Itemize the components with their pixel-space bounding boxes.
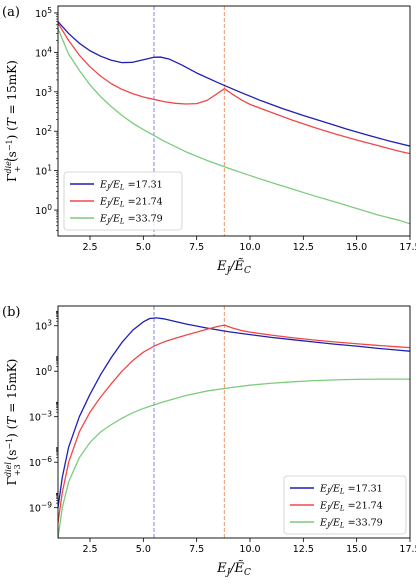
- x-tick-label: 7.5: [189, 242, 204, 253]
- panel-label: (b): [2, 305, 20, 320]
- panel-a: (a) 100 101 102 103 104 105 2.5 5.0 7.5 10.0 12.5 15…: [2, 5, 416, 276]
- y-tick-label: 102: [35, 124, 52, 138]
- plot-frame: [57, 5, 411, 237]
- legend-label: EJ/EL =33.79: [99, 214, 163, 226]
- x-tick-label: 2.5: [82, 242, 97, 253]
- y-axis-label: Γdiel+ (s−1) (T = 15mK): [4, 60, 22, 182]
- y-tick-label: 105: [35, 6, 52, 20]
- y-tick-label: 103: [35, 319, 52, 333]
- y-tick-label: 103: [35, 85, 52, 99]
- series-line-blue: [58, 317, 410, 508]
- series-line-green: [58, 378, 410, 538]
- x-tick-label: 5.0: [136, 242, 151, 253]
- series-line-blue: [58, 21, 410, 147]
- x-tick-label: 12.5: [293, 242, 314, 253]
- legend-box: [63, 171, 183, 231]
- x-tick-label: 17.5: [399, 544, 416, 555]
- y-tick-label: 10−6: [29, 455, 52, 469]
- y-tick-label: 100: [35, 203, 52, 217]
- legend-label: EJ/EL =21.74: [319, 501, 383, 513]
- x-tick-label: 2.5: [82, 544, 97, 555]
- y-tick-label: 101: [35, 164, 52, 178]
- legend: EJ/EL =17.31 EJ/EL =21.74 EJ/EL =33.79: [63, 171, 183, 231]
- plot-frame: [57, 305, 411, 539]
- x-axis-label: EJ/ẼC: [216, 258, 251, 276]
- x-tick-label: 10.0: [239, 544, 260, 555]
- y-axis-label: Γdiel+3 (s−1) (T = 15mK): [4, 359, 22, 486]
- series-line-red: [58, 324, 410, 523]
- series-line-red: [58, 22, 410, 155]
- x-tick-label: 5.0: [136, 544, 151, 555]
- legend-box: [283, 475, 407, 535]
- x-axis-label: EJ/ẼC: [216, 560, 251, 578]
- x-tick-label: 10.0: [239, 242, 260, 253]
- panel-label: (a): [2, 5, 20, 20]
- panel-b: (b) 10−9 10−6 10−3 100 103 2.5 5.0 7.5 10.0 12.5 15…: [2, 305, 416, 578]
- x-tick-label: 15.0: [346, 242, 367, 253]
- y-tick-label: 104: [35, 45, 52, 59]
- y-tick-label: 100: [35, 364, 52, 378]
- legend-label: EJ/EL =17.31: [99, 180, 163, 192]
- x-tick-label: 7.5: [189, 544, 204, 555]
- y-tick-label: 10−9: [29, 501, 52, 515]
- x-tick-label: 12.5: [293, 544, 314, 555]
- legend: EJ/EL =17.31 EJ/EL =21.74 EJ/EL =33.79: [283, 475, 407, 535]
- series-line-green: [58, 28, 410, 225]
- legend-label: EJ/EL =17.31: [319, 484, 383, 496]
- y-tick-label: 10−3: [29, 410, 52, 424]
- x-tick-label: 17.5: [399, 242, 416, 253]
- legend-label: EJ/EL =33.79: [319, 518, 383, 530]
- legend-label: EJ/EL =21.74: [99, 197, 163, 209]
- x-tick-label: 15.0: [346, 544, 367, 555]
